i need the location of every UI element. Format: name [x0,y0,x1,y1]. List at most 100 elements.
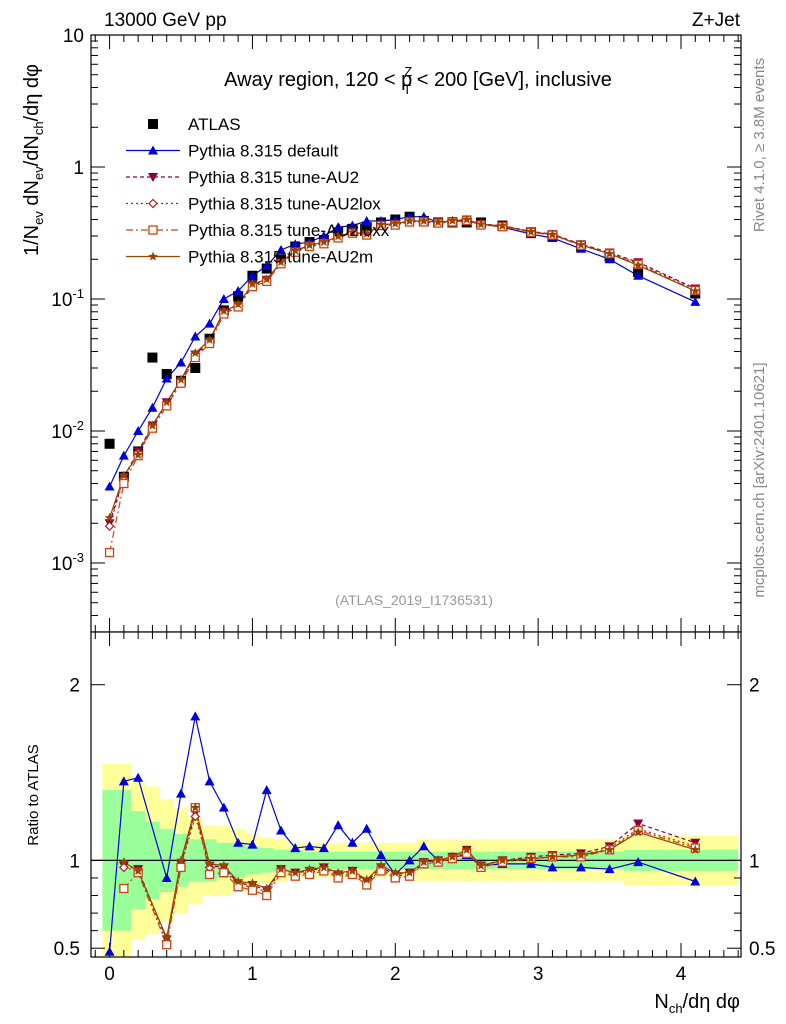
ratio-series-0-point [333,820,344,830]
ratio-series-0-point [247,839,258,849]
legend-label-1: Pythia 8.315 default [188,142,339,161]
ratio-series-0-point [604,864,615,874]
legend-label-3: Pythia 8.315 tune-AU2lox [188,195,381,214]
main-series-1-point [147,402,158,412]
ratio-series-0-point [347,837,358,847]
main-series-5-point [347,227,358,237]
main-markers [104,211,701,558]
ratio-xtick-label: 4 [676,964,687,985]
main-series-1-line [109,216,696,487]
main-series-1-point [290,239,301,249]
main-series-5-point [104,512,115,522]
ratio-axes: 0.5 0.5 1 1 2 2 0 1 2 3 4 [54,631,775,985]
main-series-4-point [119,478,129,489]
ratio-ytick-label-left: 0.5 [54,939,80,960]
main-series-1-point [233,285,244,295]
main-series-5-point [526,226,536,236]
main-series-0-point [147,352,158,363]
ratio-ytick-label-right: 1 [749,851,760,872]
legend-marker-5 [148,251,158,261]
main-series-5-point [576,239,586,249]
main-series-lines [109,216,696,553]
main-series-5-point [433,217,443,227]
title-tail: < 200 [GeV], inclusive [411,69,612,91]
ratio-xlabel: Nch/dη dφ [654,991,740,1016]
main-series-1-point [190,331,201,341]
main-series-4-line [109,219,696,553]
main-series-5-point [119,470,129,480]
ratio-xtick-label: 1 [247,964,258,985]
main-series-0-point [104,438,115,449]
main-series-5-point [362,228,372,238]
ratio-series-3-point [176,862,186,873]
ratio-series-4-point [333,867,343,877]
ratio-series-3-point [390,873,400,883]
main-series-5-point [147,420,158,430]
main-ytick-label: 10-3 [51,550,84,575]
ratio-markers [104,711,701,956]
main-series-1-point [318,231,329,241]
ratio-series-0-point [276,825,286,835]
ratio-series-4-point [547,851,558,861]
main-series-5-point [462,214,472,224]
title-sup: Z [404,64,412,79]
main-series-0-point [233,291,244,302]
ratio-series-3-point [362,880,372,890]
main-series-5-point [447,215,458,225]
ratio-series-4-point [633,827,643,837]
ratio-series-1-line [123,810,696,942]
ratio-series-4-point [190,802,200,812]
legend: ATLAS Pythia 8.315 default Pythia 8.315 tu… [126,115,390,267]
ratio-series-3-point [233,882,243,892]
ratio-series-3-point [262,890,272,901]
ratio-series-0-point [418,841,429,851]
ratio-ylabel: Ratio to ATLAS [25,744,42,845]
main-series-1-point [204,318,215,328]
ratio-series-4-point [347,865,358,875]
ratio-series-0-point [361,823,372,833]
main-series-1-point [333,222,344,232]
ratio-series-0-point [576,862,586,872]
ratio-series-2-line [123,814,696,944]
ratio-frame-bg [91,632,741,957]
ratio-series-0-point [118,776,129,786]
main-ytick-label: 10-2 [51,418,84,443]
main-series-5-point [319,237,329,247]
ratio-series-4-point [204,858,215,868]
ratio-series-4-point [119,857,129,867]
main-series-1-point [604,254,615,264]
title-sub: T [403,82,411,97]
main-series-5-point [497,220,508,230]
main-series-5-point [333,231,343,241]
ratio-series-0-point [161,872,172,882]
ratio-xtick-label: 2 [390,964,401,985]
main-series-1-point [261,260,272,270]
ratio-series-0-point [261,785,272,795]
main-series-0-point [190,363,201,374]
legend-label-2: Pythia 8.315 tune-AU2 [188,168,359,187]
ratio-series-4-point [262,883,272,893]
legend-marker-4 [148,225,158,235]
legend-marker-1 [148,145,158,155]
ratio-series-4-point [576,850,586,860]
ratio-series-4-point [162,932,172,942]
ratio-series-3-point [204,869,215,880]
ratio-uncertainty-bands [91,763,741,957]
ratio-series-4-point [497,855,508,865]
ratio-series-4-point [390,867,400,877]
main-series-5-point [133,449,143,459]
main-series-1-point [633,270,644,280]
main-series-5-point [390,218,400,228]
main-series-5-point [547,229,558,239]
ratio-series-0-point [190,711,201,721]
ratio-series-0-point [133,772,144,782]
main-series-1-point [247,270,258,280]
main-series-5-point [162,397,172,407]
ratio-series-0-point [547,862,558,872]
ratio-series-0-point [304,841,315,851]
main-series-4-point [104,547,115,558]
main-series-1-point [347,220,358,230]
main-series-5-line [109,218,696,518]
ratio-series-4-point [376,860,386,870]
main-series-0-point [361,222,372,233]
